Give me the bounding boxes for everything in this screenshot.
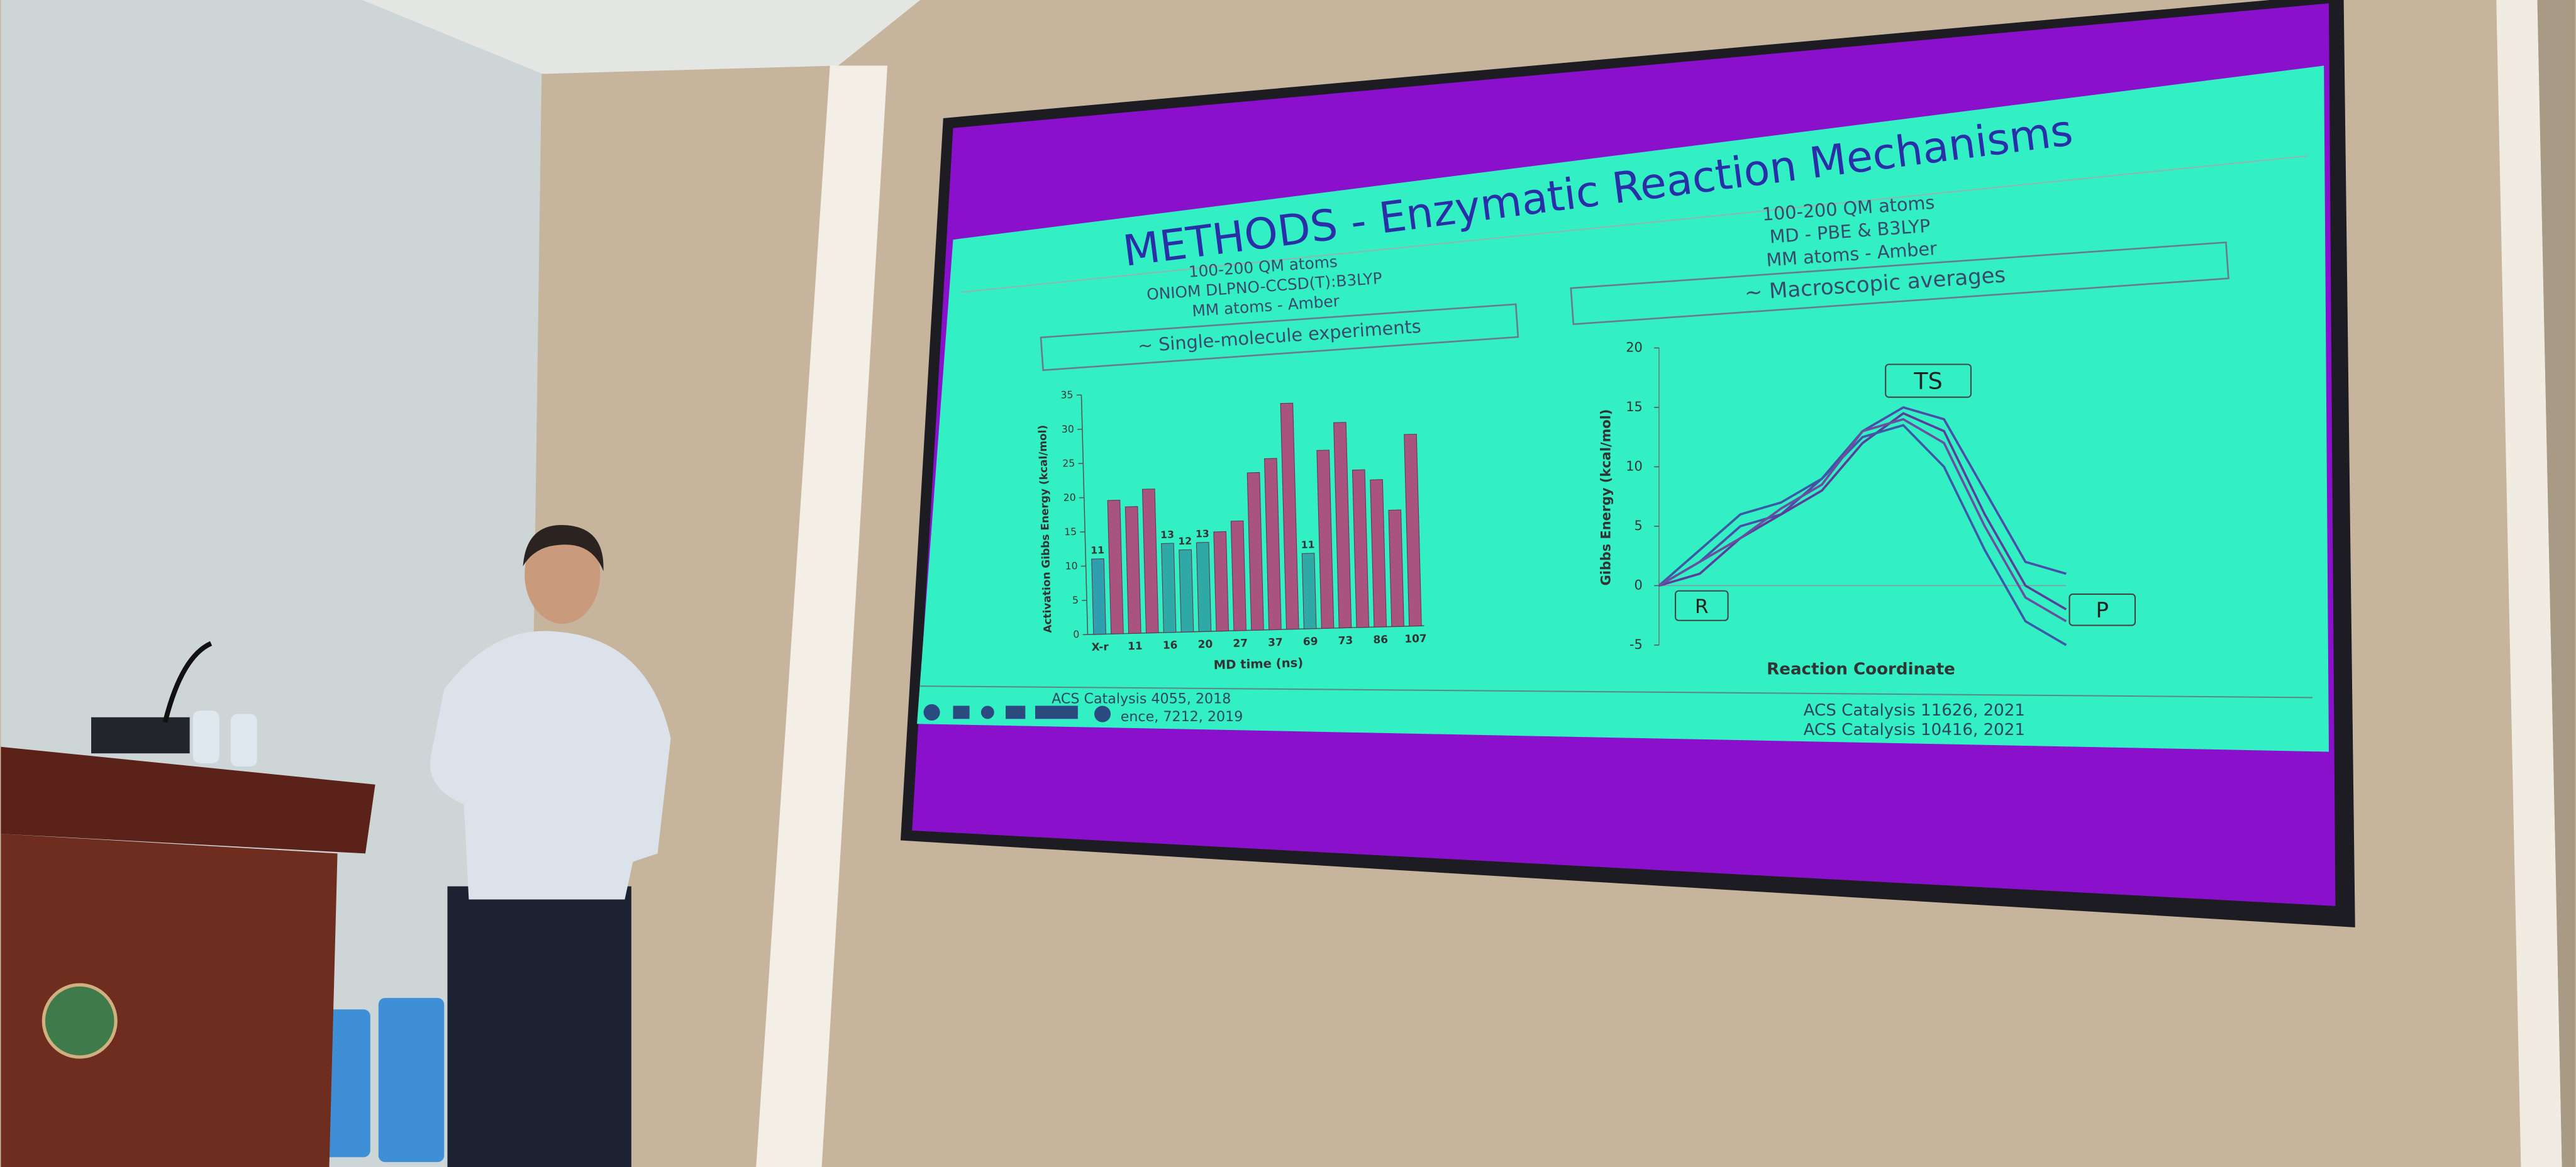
- reference: ACS Catalysis 4055, 2018: [1052, 691, 1231, 707]
- x-tick-label: 27: [1233, 636, 1248, 650]
- chair: [378, 998, 445, 1163]
- shirt: [430, 631, 671, 900]
- y-tick-label: 0: [1635, 577, 1643, 592]
- label-box: [1885, 363, 1972, 398]
- x-tick-label: 73: [1338, 634, 1353, 647]
- y-tick-label: -5: [1629, 637, 1643, 652]
- nav-icon: [1094, 705, 1111, 722]
- bar: [1213, 531, 1230, 632]
- light-strip: [756, 65, 888, 1167]
- x-tick-label: 11: [1128, 639, 1143, 653]
- podium-emblem: [42, 983, 118, 1059]
- rule: [961, 155, 2308, 293]
- x-tick-label: 69: [1303, 634, 1318, 648]
- nav-icon: [1035, 705, 1078, 719]
- nav-icon: [1006, 705, 1026, 719]
- x-tick-label: 20: [1197, 638, 1213, 651]
- energy-curve: [1658, 412, 2067, 611]
- bar: [1179, 549, 1194, 633]
- trousers: [447, 886, 631, 1167]
- x-tick-label: 37: [1268, 636, 1283, 649]
- ceiling: [362, 0, 921, 74]
- y-tick-label: 20: [1063, 491, 1076, 504]
- podium-body: [1, 834, 338, 1167]
- microphone: [162, 641, 213, 723]
- bar: [1141, 489, 1159, 634]
- y-tick-label: 15: [1064, 526, 1077, 538]
- bar: [1352, 469, 1370, 628]
- wall-edge: [2537, 0, 2575, 1167]
- bottle: [230, 714, 257, 767]
- bar: [1316, 450, 1335, 629]
- y-tick-label: 5: [1635, 518, 1643, 533]
- bar: [1246, 472, 1264, 631]
- hair: [523, 524, 604, 572]
- bar: [1264, 458, 1282, 631]
- curve-label: R: [1695, 595, 1709, 618]
- nav-icon: [953, 705, 970, 719]
- y-tick-label: 20: [1626, 340, 1643, 355]
- right-box: [1570, 241, 2229, 326]
- energy-curve: [1658, 418, 2067, 622]
- y-tick-label: 5: [1072, 594, 1079, 606]
- nav-icon: [980, 705, 994, 719]
- value-label: 11: [1301, 538, 1315, 551]
- y-tick-label: 25: [1062, 457, 1075, 470]
- x-tick-label: 107: [1404, 632, 1427, 645]
- axis: [1080, 395, 1089, 635]
- reference: ACS Catalysis 10416, 2021: [1804, 721, 2025, 739]
- value-label: 12: [1178, 535, 1192, 548]
- value-label: 13: [1160, 528, 1174, 541]
- reference: ence, 7212, 2019: [1121, 709, 1243, 725]
- y-tick-label: 10: [1065, 560, 1077, 572]
- y-tick-label: 15: [1626, 399, 1643, 414]
- curve-label: P: [2096, 599, 2109, 623]
- left-box: [1040, 303, 1519, 372]
- label-box: [2068, 593, 2136, 626]
- bar: [1388, 509, 1404, 628]
- x-tick-label: 86: [1373, 633, 1388, 646]
- reference: ACS Catalysis 11626, 2021: [1804, 701, 2025, 720]
- rule: [920, 685, 2312, 699]
- y-tick-label: 30: [1062, 423, 1074, 435]
- nav-icon: [923, 704, 940, 721]
- bar: [1404, 433, 1422, 627]
- line-chart: -5 0 5 10 15 20 TS R P Reaction Coordinate Gibbs E…: [1598, 340, 2136, 679]
- bar-chart: 0 5 10 15 20 25 30 35 11 X-r 11 13 16 12 13 20 27 37 11 69 7…: [1036, 389, 1427, 673]
- bar: [1280, 402, 1299, 630]
- chair: [321, 1009, 370, 1158]
- x-axis-label: MD time (ns): [1213, 656, 1303, 673]
- bottle: [192, 711, 219, 763]
- x-axis-label: Reaction Coordinate: [1767, 660, 1955, 679]
- podium-top: [1, 746, 375, 854]
- bar: [1091, 558, 1106, 635]
- bar: [1196, 541, 1212, 633]
- head: [525, 525, 601, 624]
- curve-label: TS: [1913, 368, 1943, 395]
- light-strip: [2496, 0, 2562, 1167]
- nav-icons: [923, 704, 1111, 722]
- bar: [1301, 553, 1317, 629]
- y-axis-label: Gibbs Energy (kcal/mol): [1598, 409, 1613, 586]
- y-tick-label: 0: [1073, 628, 1079, 640]
- value-label: 11: [1091, 544, 1104, 556]
- bar: [1161, 543, 1177, 633]
- label-box: [1675, 590, 1729, 621]
- y-tick-label: 10: [1626, 458, 1643, 473]
- bar: [1124, 506, 1141, 634]
- x-tick-label: X-r: [1091, 640, 1109, 653]
- x-tick-label: 16: [1163, 638, 1178, 651]
- bar: [1333, 422, 1352, 629]
- y-tick-label: 35: [1060, 389, 1073, 401]
- bar: [1370, 479, 1387, 628]
- energy-curve: [1658, 424, 2067, 646]
- bar: [1107, 499, 1124, 634]
- bar: [1230, 520, 1246, 631]
- value-label: 13: [1196, 528, 1209, 540]
- laptop: [91, 717, 190, 754]
